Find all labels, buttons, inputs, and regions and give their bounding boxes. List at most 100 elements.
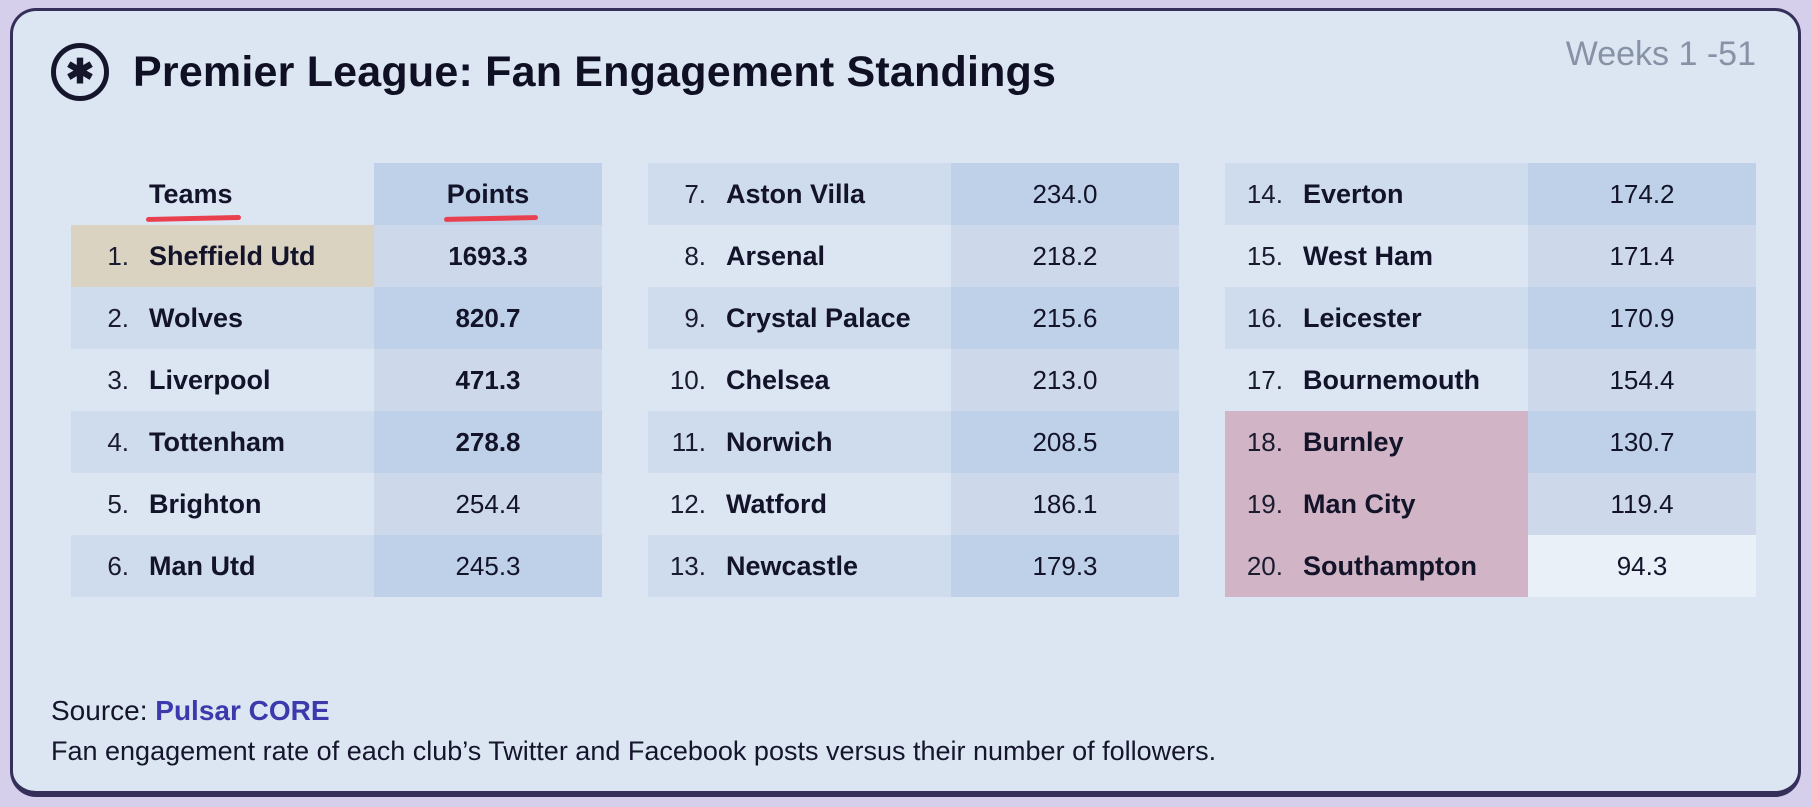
team-name-cell: Watford	[726, 488, 827, 519]
teams-column-header: Teams	[149, 179, 233, 210]
rank-cell: 16.	[1246, 302, 1283, 333]
rank-cell: 8.	[684, 240, 706, 271]
points-header-cell: Points	[374, 163, 602, 225]
table-row: 7. Aston Villa 234.0	[648, 163, 1179, 225]
description-text: Fan engagement rate of each club’s Twitt…	[51, 736, 1217, 766]
team-name-cell: Burnley	[1303, 426, 1404, 457]
points-cell: 174.2	[1528, 163, 1756, 225]
rank-cell: 17.	[1246, 364, 1283, 395]
team-name-cell: Man City	[1303, 488, 1416, 519]
team-cell-group: 6. Man Utd	[71, 535, 374, 597]
table-row: 6. Man Utd 245.3	[71, 535, 602, 597]
points-cell: 1693.3	[374, 225, 602, 287]
teams-header-cell: Teams	[71, 163, 374, 225]
table-row: 9. Crystal Palace 215.6	[648, 287, 1179, 349]
team-name-cell: Southampton	[1303, 550, 1477, 581]
table-row: 5. Brighton 254.4	[71, 473, 602, 535]
rank-cell: 2.	[107, 302, 129, 333]
table-row: 15. West Ham 171.4	[1225, 225, 1756, 287]
rank-cell: 15.	[1246, 240, 1283, 271]
points-cell: 208.5	[951, 411, 1179, 473]
rank-cell: 11.	[671, 426, 706, 457]
points-cell: 170.9	[1528, 287, 1756, 349]
footer: Source: Pulsar CORE Fan engagement rate …	[51, 695, 1216, 767]
team-cell-group: 1. Sheffield Utd	[71, 225, 374, 287]
team-name-cell: Arsenal	[726, 240, 826, 271]
team-name-cell: Aston Villa	[726, 178, 866, 209]
rank-cell: 9.	[684, 302, 706, 333]
header: ✱ Premier League: Fan Engagement Standin…	[51, 43, 1760, 101]
source-link[interactable]: Pulsar CORE	[155, 695, 330, 726]
rank-cell: 4.	[107, 426, 129, 457]
team-cell-group: 3. Liverpool	[71, 349, 374, 411]
rank-cell: 13.	[669, 550, 706, 581]
points-header-underline: Points	[446, 178, 530, 209]
team-cell-group: 2. Wolves	[71, 287, 374, 349]
team-cell-group: 19. Man City	[1225, 473, 1528, 535]
team-cell-group: 20. Southampton	[1225, 535, 1528, 597]
rank-cell: 7.	[684, 178, 706, 209]
team-cell-group: 17. Bournemouth	[1225, 349, 1528, 411]
rank-cell: 14.	[1246, 178, 1283, 209]
page-title: Premier League: Fan Engagement Standings	[133, 47, 1057, 96]
team-cell-group: 9. Crystal Palace	[648, 287, 951, 349]
points-cell: 186.1	[951, 473, 1179, 535]
table-row: 18. Burnley 130.7	[1225, 411, 1756, 473]
table-row: 8. Arsenal 218.2	[648, 225, 1179, 287]
points-cell: 119.4	[1528, 473, 1756, 535]
table-row: 20. Southampton 94.3	[1225, 535, 1756, 597]
team-cell-group: 11. Norwich	[648, 411, 951, 473]
pulsar-logo-icon: ✱	[51, 43, 109, 101]
teams-header-underline: Teams	[149, 178, 233, 209]
points-cell: 94.3	[1528, 535, 1756, 597]
team-name-cell: Brighton	[149, 488, 262, 519]
team-cell-group: 18. Burnley	[1225, 411, 1528, 473]
table-row: 13. Newcastle 179.3	[648, 535, 1179, 597]
points-cell: 218.2	[951, 225, 1179, 287]
team-name-cell: Chelsea	[726, 364, 830, 395]
team-name-cell: Wolves	[149, 302, 244, 333]
table-row: 1. Sheffield Utd 1693.3	[71, 225, 602, 287]
rank-cell: 12.	[669, 488, 706, 519]
points-cell: 215.6	[951, 287, 1179, 349]
team-name-cell: Liverpool	[149, 364, 271, 395]
table-row: 17. Bournemouth 154.4	[1225, 349, 1756, 411]
points-cell: 254.4	[374, 473, 602, 535]
standings-card: ✱ Premier League: Fan Engagement Standin…	[10, 8, 1801, 797]
team-cell-group: 12. Watford	[648, 473, 951, 535]
team-name-cell: Newcastle	[726, 550, 859, 581]
team-name-cell: Crystal Palace	[726, 302, 911, 333]
points-cell: 471.3	[374, 349, 602, 411]
rank-cell: 1.	[107, 240, 129, 271]
team-cell-group: 5. Brighton	[71, 473, 374, 535]
source-line: Source: Pulsar CORE	[51, 695, 1216, 727]
rank-cell: 5.	[107, 488, 129, 519]
points-cell: 213.0	[951, 349, 1179, 411]
table-row: 11. Norwich 208.5	[648, 411, 1179, 473]
points-cell: 154.4	[1528, 349, 1756, 411]
team-cell-group: 16. Leicester	[1225, 287, 1528, 349]
standings-column-3: 14. Everton 174.2 15. West Ham 171.4 16. Leices…	[1225, 163, 1756, 597]
rank-cell: 6.	[107, 550, 129, 581]
rank-cell: 20.	[1246, 550, 1283, 581]
points-column-header: Points	[447, 179, 530, 210]
table-row: 3. Liverpool 471.3	[71, 349, 602, 411]
team-cell-group: 13. Newcastle	[648, 535, 951, 597]
table-row: 2. Wolves 820.7	[71, 287, 602, 349]
team-name-cell: Sheffield Utd	[149, 240, 316, 271]
team-name-cell: Norwich	[726, 426, 833, 457]
rank-cell: 18.	[1246, 426, 1283, 457]
table-row: 19. Man City 119.4	[1225, 473, 1756, 535]
points-cell: 820.7	[374, 287, 602, 349]
points-cell: 278.8	[374, 411, 602, 473]
team-name-cell: Leicester	[1303, 302, 1422, 333]
team-cell-group: 15. West Ham	[1225, 225, 1528, 287]
table-row: 4. Tottenham 278.8	[71, 411, 602, 473]
team-cell-group: 14. Everton	[1225, 163, 1528, 225]
team-cell-group: 4. Tottenham	[71, 411, 374, 473]
team-cell-group: 7. Aston Villa	[648, 163, 951, 225]
team-name-cell: Tottenham	[149, 426, 285, 457]
table-row: 16. Leicester 170.9	[1225, 287, 1756, 349]
team-name-cell: Man Utd	[149, 550, 256, 581]
standings-column-2: 7. Aston Villa 234.0 8. Arsenal 218.2 9. Crysta…	[648, 163, 1179, 597]
